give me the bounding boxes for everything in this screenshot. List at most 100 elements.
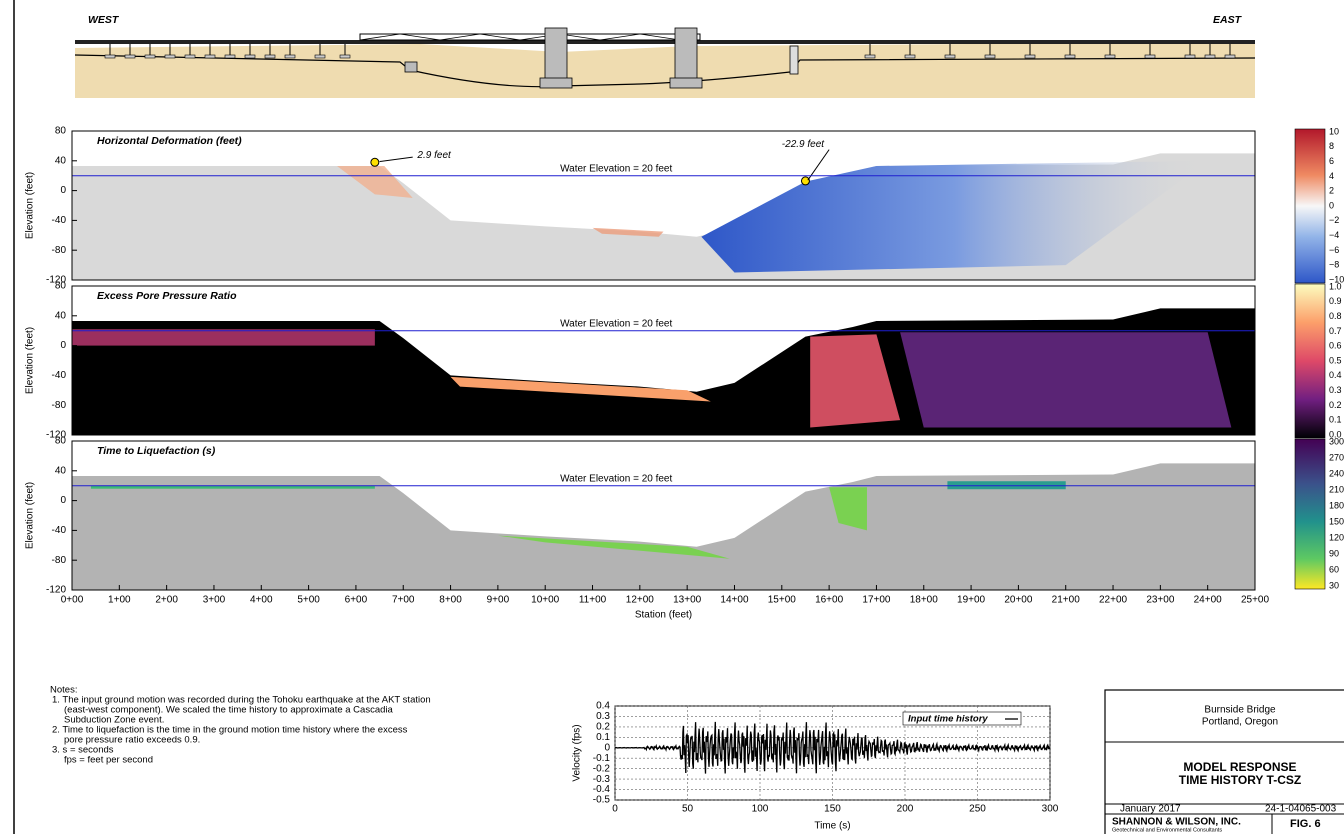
x-tick-label: 8+00 xyxy=(439,595,462,606)
th-y-tick-label: -0.4 xyxy=(593,784,611,795)
colorbar-label: −6 xyxy=(1329,245,1339,255)
colorbar-label: 8 xyxy=(1329,141,1334,151)
west-label: WEST xyxy=(88,14,120,26)
colorbar-label: 240 xyxy=(1329,468,1344,478)
x-tick-label: 6+00 xyxy=(345,595,368,606)
pier-footing xyxy=(245,55,255,58)
panel-title: Excess Pore Pressure Ratio xyxy=(97,290,237,302)
colorbar-label: 1.0 xyxy=(1329,281,1342,291)
colorbar-label: −2 xyxy=(1329,215,1339,225)
y-tick-label: 0 xyxy=(60,185,66,196)
panel-title: Time to Liquefaction (s) xyxy=(97,445,216,457)
marker xyxy=(371,158,379,166)
y-tick-label: 40 xyxy=(55,155,67,166)
th-y-tick-label: -0.3 xyxy=(593,774,611,785)
th-y-tick-label: 0 xyxy=(604,742,610,753)
colorbar-label: 0.5 xyxy=(1329,355,1342,365)
pier-footing xyxy=(185,55,195,58)
colorbar-label: 180 xyxy=(1329,500,1344,510)
colorbar-label: 30 xyxy=(1329,580,1339,590)
y-tick-label: -40 xyxy=(52,525,67,536)
x-tick-label: 10+00 xyxy=(531,595,560,606)
th-x-tick-label: 300 xyxy=(1042,804,1059,815)
water-label: Water Elevation = 20 feet xyxy=(560,318,672,329)
colorbar-label: 300 xyxy=(1329,436,1344,446)
th-y-tick-label: 0.2 xyxy=(596,722,610,733)
colorbar-label: 0.2 xyxy=(1329,400,1342,410)
pier-footing xyxy=(905,55,915,58)
th-y-tick-label: 0.1 xyxy=(596,732,610,743)
th-x-tick-label: 0 xyxy=(612,804,618,815)
company: SHANNON & WILSON, INC. xyxy=(1112,817,1241,828)
x-tick-label: 7+00 xyxy=(392,595,415,606)
x-tick-label: 16+00 xyxy=(815,595,844,606)
th-y-tick-label: -0.5 xyxy=(593,795,611,806)
x-tick-label: 19+00 xyxy=(957,595,986,606)
colorbar-label: 120 xyxy=(1329,532,1344,542)
colorbar-label: 0.6 xyxy=(1329,341,1342,351)
pier-footing xyxy=(145,55,155,58)
x-tick-label: 2+00 xyxy=(155,595,178,606)
pier-footing xyxy=(1105,55,1115,58)
pier-footing xyxy=(1205,55,1215,58)
y-tick-label: -80 xyxy=(52,245,67,256)
colorbar-label: 0.1 xyxy=(1329,415,1342,425)
marker xyxy=(801,177,809,185)
colorbar-label: 150 xyxy=(1329,516,1344,526)
y-axis-label: Elevation (feet) xyxy=(25,172,36,239)
colorbar-label: 0.8 xyxy=(1329,311,1342,321)
annotation: 2.9 feet xyxy=(416,150,452,161)
colorbar-label: 60 xyxy=(1329,564,1339,574)
pier-footing xyxy=(985,55,995,58)
date: January 2017 xyxy=(1120,804,1181,815)
x-tick-label: 0+00 xyxy=(61,595,84,606)
x-tick-label: 4+00 xyxy=(250,595,273,606)
figure: WEST EAST 2.9 feet-22.9 feetWater Elevat… xyxy=(0,0,1344,834)
figure-number: FIG. 6 xyxy=(1290,818,1321,830)
th-x-tick-label: 200 xyxy=(897,804,914,815)
x-tick-label: 20+00 xyxy=(1004,595,1033,606)
pier-footing xyxy=(1065,55,1075,58)
note-line: fps = feet per second xyxy=(64,755,153,766)
colorbar-label: −4 xyxy=(1329,230,1339,240)
y-tick-label: -80 xyxy=(52,555,67,566)
y-tick-label: 0 xyxy=(60,495,66,506)
x-tick-label: 22+00 xyxy=(1099,595,1128,606)
th-y-tick-label: -0.2 xyxy=(593,763,611,774)
page: WEST EAST 2.9 feet-22.9 feetWater Elevat… xyxy=(0,0,1344,834)
colorbar-label: 0.9 xyxy=(1329,296,1342,306)
th-x-tick-label: 50 xyxy=(682,804,694,815)
pier-footing xyxy=(1225,55,1235,58)
pier-footing xyxy=(105,55,115,58)
colorbar-label: 6 xyxy=(1329,156,1334,166)
pier-footing xyxy=(315,55,325,58)
ppr-east-2 xyxy=(900,332,1231,427)
pier-footing xyxy=(165,55,175,58)
colorbar-label: −8 xyxy=(1329,260,1339,270)
x-tick-label: 1+00 xyxy=(108,595,131,606)
y-tick-label: 80 xyxy=(55,281,67,292)
colorbar-label: 90 xyxy=(1329,548,1339,558)
x-tick-label: 11+00 xyxy=(579,595,607,606)
x-tick-label: 9+00 xyxy=(487,595,510,606)
pier-footing xyxy=(1185,55,1195,58)
title-2: TIME HISTORY T-CSZ xyxy=(1179,773,1301,787)
y-tick-label: -80 xyxy=(52,400,67,411)
y-tick-label: 40 xyxy=(55,310,67,321)
colorbar-label: 0.3 xyxy=(1329,385,1342,395)
x-tick-label: 17+00 xyxy=(862,595,891,606)
x-tick-label: 14+00 xyxy=(720,595,749,606)
pier-footing xyxy=(1025,55,1035,58)
colorbar-label: 0.7 xyxy=(1329,326,1342,336)
th-y-tick-label: 0.4 xyxy=(596,701,610,712)
ppr-band xyxy=(72,329,375,345)
colorbar-label: 270 xyxy=(1329,452,1344,462)
x-tick-label: 23+00 xyxy=(1146,595,1175,606)
x-tick-label: 3+00 xyxy=(203,595,226,606)
th-x-tick-label: 150 xyxy=(824,804,841,815)
pier-footing xyxy=(285,55,295,58)
th-x-tick-label: 250 xyxy=(969,804,986,815)
y-tick-label: 80 xyxy=(55,126,67,137)
x-tick-label: 15+00 xyxy=(768,595,797,606)
pier-footing xyxy=(1145,55,1155,58)
